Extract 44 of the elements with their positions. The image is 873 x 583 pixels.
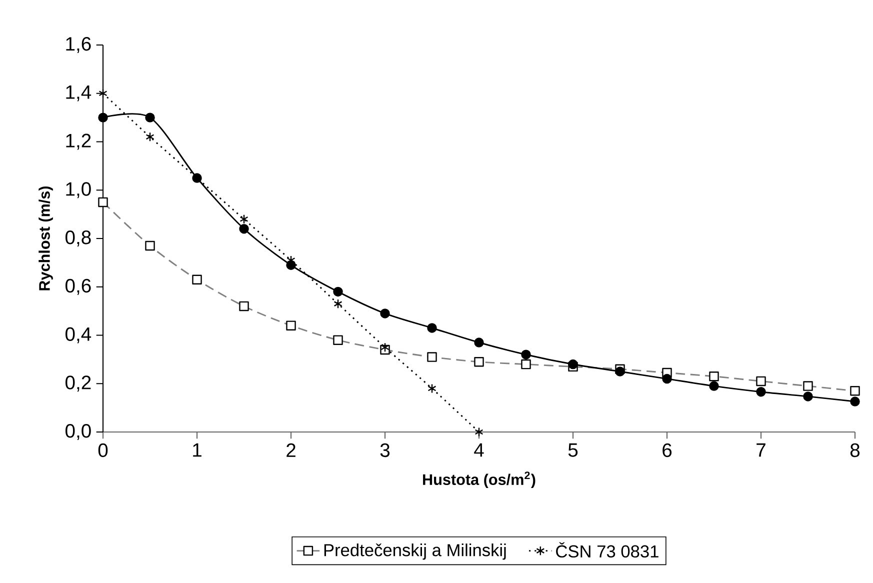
point [568,359,578,370]
x-tick-label: 6 [662,443,672,458]
point [756,386,766,397]
x-tick-label: 1 [193,443,202,457]
x-tick-label: 0 [98,443,108,458]
y-tick-label: 0,6 [66,278,91,295]
x-tick-label: 2 [286,443,296,457]
point [380,342,390,352]
x-tick-label: 7 [756,443,766,457]
point [615,366,625,376]
point [474,338,484,348]
point [662,374,672,384]
legend-label: ČSN 73 0831 [556,542,658,558]
y-tick-label: 0,0 [66,424,91,440]
point [239,224,249,234]
point [146,132,154,142]
point [240,214,248,224]
legend-label: Predtečenskij a Milinskij [324,543,506,560]
y-tick-label: 0,8 [66,230,91,246]
x-tick-label: 3 [380,443,390,458]
x-axis-title: Hustota (os/m$^{2}$) [423,472,536,488]
x-tick-label: 5 [568,443,578,457]
point [521,350,531,360]
point [380,308,390,318]
y-tick-label: 1,0 [66,182,91,198]
point [709,381,719,391]
point [145,112,155,122]
point [803,392,813,402]
point [334,298,342,309]
x-tick-label: 4 [474,443,484,457]
point [427,323,437,333]
point [98,112,108,122]
y-tick-label: 1,6 [66,37,91,53]
x-tick-label: 8 [850,443,860,458]
y-axis-title: Rychlost (m/s) [38,186,53,290]
y-tick-label: 0,4 [66,327,92,344]
point [850,396,860,406]
point [428,384,436,394]
point [333,286,343,297]
y-tick-label: 1,2 [66,134,91,150]
point [98,88,108,98]
y-tick-label: 0,2 [66,376,91,392]
y-tick-label: 1,4 [66,85,92,102]
point [474,427,484,437]
